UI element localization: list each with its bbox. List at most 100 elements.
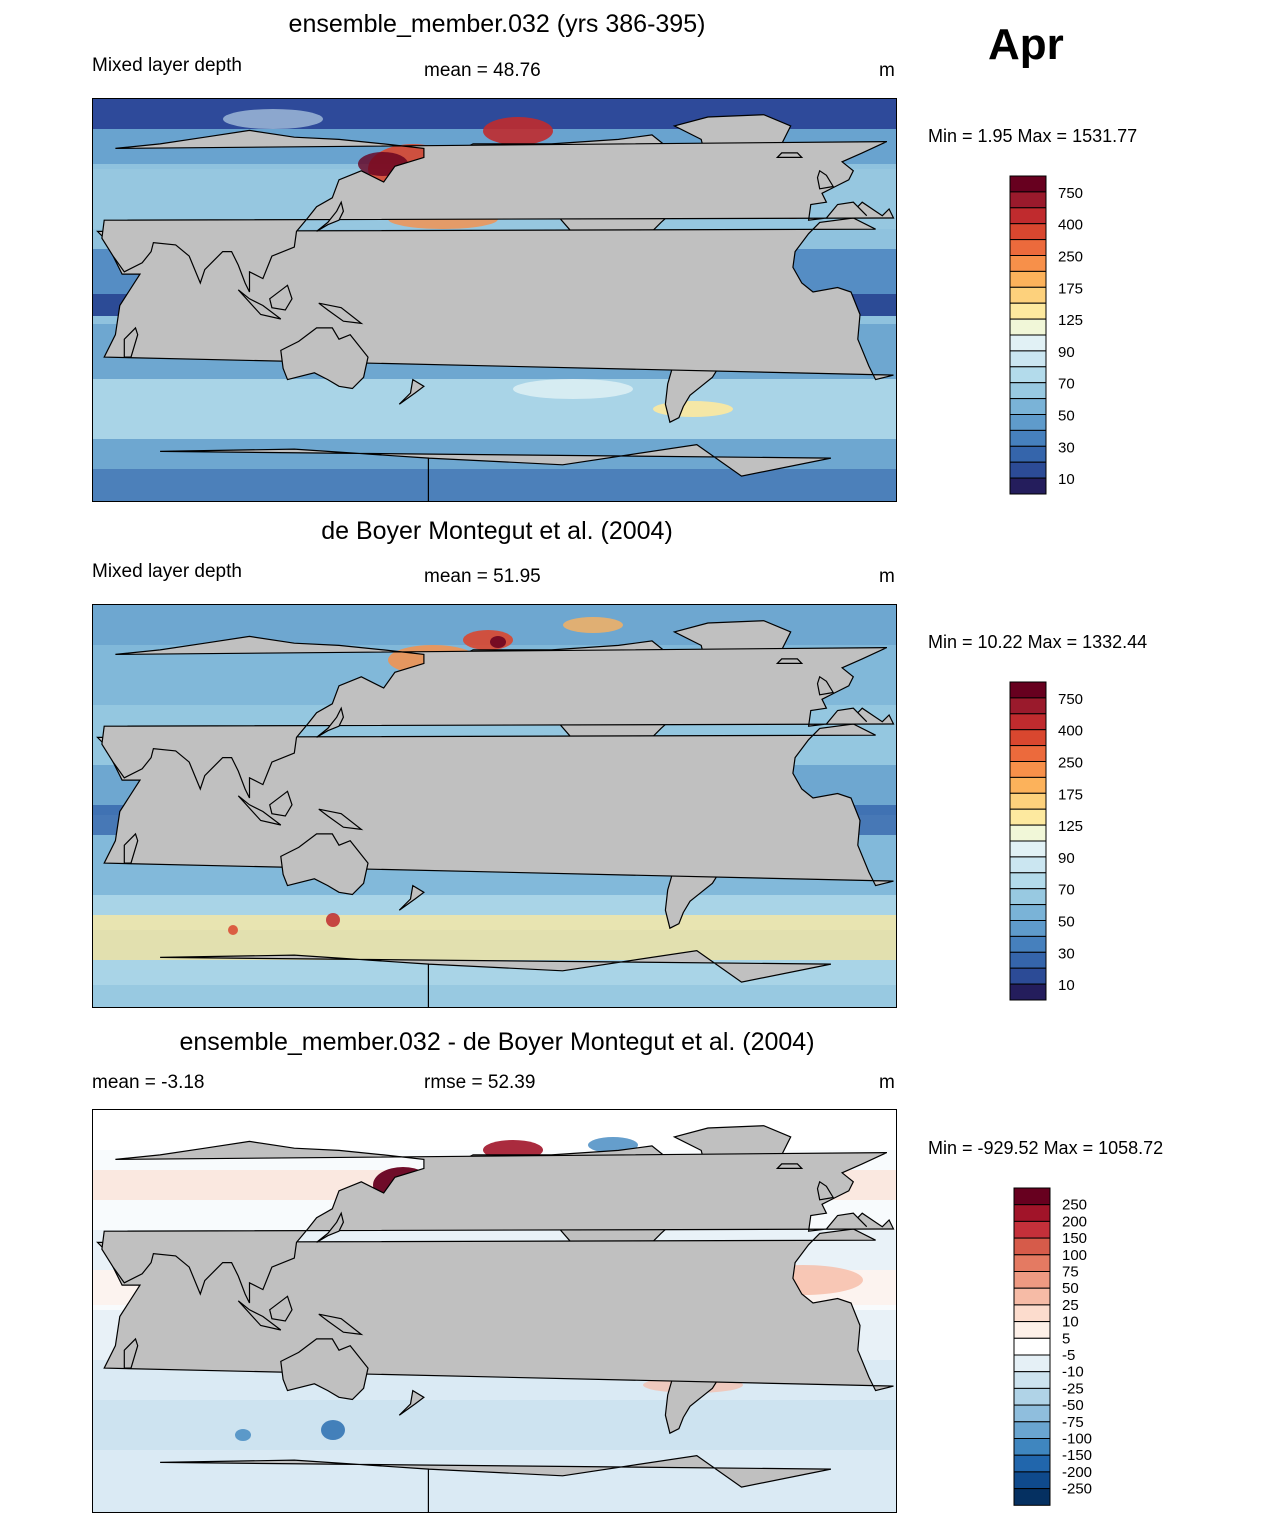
colorbar-label: -75 <box>1062 1414 1084 1431</box>
colorbar-box <box>1013 1438 1051 1456</box>
colorbar-box <box>1009 398 1047 416</box>
land <box>775 152 804 158</box>
colorbar-box <box>1013 1220 1051 1239</box>
colorbar-label: 400 <box>1058 217 1083 234</box>
colorbar-label: 125 <box>1058 818 1083 835</box>
colorbar-label: 125 <box>1058 312 1083 329</box>
colorbar-box <box>1009 382 1047 400</box>
land <box>237 795 282 826</box>
land <box>269 790 293 817</box>
land <box>816 675 835 696</box>
land-masses <box>96 1125 895 1512</box>
land <box>160 443 832 501</box>
colorbar-box <box>1013 1471 1051 1490</box>
units-label: m <box>879 1072 895 1093</box>
colorbar-box <box>1009 904 1047 922</box>
map-diff <box>92 1109 897 1513</box>
mean-label: mean = -3.18 <box>92 1072 205 1093</box>
land-masses <box>96 114 895 501</box>
colorbar-box <box>1009 461 1047 479</box>
land <box>398 1389 425 1416</box>
colorbar-label: 750 <box>1058 185 1083 202</box>
land <box>101 129 895 293</box>
colorbar-label: 5 <box>1062 1330 1070 1347</box>
land <box>316 1211 345 1243</box>
colorbar-box <box>1013 1421 1051 1440</box>
colorbar-label: -25 <box>1062 1380 1084 1397</box>
colorbar-box <box>1009 681 1047 699</box>
colorbar-box <box>1009 223 1047 241</box>
land <box>96 723 894 887</box>
land <box>816 169 835 190</box>
colorbar-box <box>1009 888 1047 906</box>
land <box>316 200 345 232</box>
units-label: m <box>879 60 895 81</box>
colorbar-label: 10 <box>1058 977 1075 994</box>
colorbar-box <box>1009 713 1047 731</box>
land <box>280 1338 369 1401</box>
colorbar-box <box>1013 1204 1051 1222</box>
land <box>123 1337 139 1369</box>
colorbar-box <box>1013 1387 1051 1406</box>
colorbar-box <box>1009 445 1047 463</box>
land <box>816 1180 835 1201</box>
mean-label: mean = 51.95 <box>424 566 541 587</box>
colorbar-box <box>1009 729 1047 747</box>
colorbar-box <box>1013 1321 1051 1339</box>
colorbar-box <box>1009 761 1047 778</box>
land <box>101 1140 895 1304</box>
minmax-label: Min = 1.95 Max = 1531.77 <box>928 126 1138 146</box>
panel-title: ensemble_member.032 - de Boyer Montegut … <box>179 1028 815 1056</box>
colorbar-model: 750 400 250 175 125 90 70 50 30 10 <box>1008 174 1118 501</box>
colorbar-box <box>1009 334 1047 352</box>
map-obs <box>92 604 897 1008</box>
land <box>101 635 895 799</box>
panel-title: de Boyer Montegut et al. (2004) <box>321 517 673 545</box>
rmse-label: rmse = 52.39 <box>424 1072 536 1093</box>
colorbar-label: 250 <box>1058 755 1083 772</box>
colorbar-label: 50 <box>1062 1280 1079 1297</box>
colorbar-label: 750 <box>1058 691 1083 708</box>
colorbar-label: 10 <box>1062 1314 1079 1331</box>
map-field-obs <box>93 605 896 1007</box>
land <box>269 284 293 311</box>
colorbar-box <box>1009 429 1047 447</box>
land <box>318 302 364 325</box>
colorbar-label: 10 <box>1058 471 1075 488</box>
colorbar-label: -5 <box>1062 1347 1075 1364</box>
colorbar-box <box>1009 191 1047 209</box>
land <box>237 289 282 320</box>
land <box>280 833 369 896</box>
colorbar-box <box>1013 1337 1051 1356</box>
colorbar-label: 175 <box>1058 280 1083 297</box>
colorbar-box <box>1009 872 1047 890</box>
colorbar-box <box>1009 414 1047 431</box>
colorbar-box <box>1009 951 1047 969</box>
colorbar-label: 70 <box>1058 376 1075 393</box>
land <box>160 949 832 1007</box>
land <box>123 832 139 864</box>
colorbar-box <box>1009 856 1047 874</box>
colorbar-label: 250 <box>1058 249 1083 266</box>
land <box>96 217 894 381</box>
colorbar-label: -10 <box>1062 1364 1084 1381</box>
land <box>237 1300 282 1331</box>
colorbar-box <box>1013 1371 1051 1389</box>
colorbar-box <box>1009 175 1047 193</box>
colorbar-box <box>1009 792 1047 810</box>
colorbar-label: -50 <box>1062 1397 1084 1414</box>
colorbar-diff: 250 200 150 100 75 50 25 10 5 -5 -10 -25 -50 -75 -100-… <box>1008 1186 1118 1525</box>
colorbar-label: -200 <box>1062 1464 1092 1481</box>
colorbar-box <box>1013 1404 1051 1423</box>
map-field-model <box>93 99 896 501</box>
colorbar-box <box>1009 840 1047 858</box>
colorbar-label: 50 <box>1058 914 1075 931</box>
colorbar-box <box>1009 745 1047 762</box>
colorbar-label: -250 <box>1062 1481 1092 1498</box>
colorbar-label: -150 <box>1062 1447 1092 1464</box>
colorbar-label: 250 <box>1062 1197 1087 1214</box>
colorbar-label: 30 <box>1058 945 1075 962</box>
map-model <box>92 98 897 502</box>
land <box>160 1454 832 1512</box>
colorbar-obs: 750 400 250 175 125 90 70 50 30 10 <box>1008 680 1118 1007</box>
